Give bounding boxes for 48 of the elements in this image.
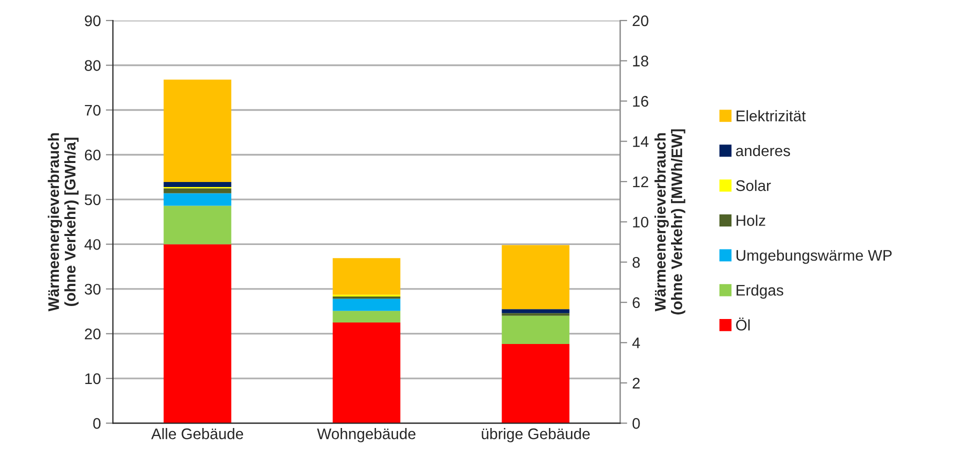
- legend-label: Elektrizität: [736, 110, 806, 122]
- bar: [164, 206, 232, 244]
- bar: [502, 316, 570, 344]
- bar: [502, 245, 570, 310]
- legend-label: Umgebungswärme WP: [736, 250, 892, 264]
- bar: [502, 313, 570, 316]
- y-axis-title: Wärmeenergieverbrauch (ohne Verkehr) [GWh/a]: [48, 133, 79, 312]
- x-tick-label: Alle Gebäude: [151, 428, 244, 440]
- bar: [502, 344, 570, 424]
- y2-tick-label: 8: [632, 256, 640, 268]
- x-tick-label: übrige Gebäude: [482, 428, 590, 442]
- legend-label: Erdgas: [736, 284, 784, 299]
- y2-tick-label: 16: [633, 96, 648, 107]
- y2-tick-label: 4: [632, 338, 640, 348]
- y-tick-label: 10: [85, 373, 101, 384]
- y2-tick-label: 10: [633, 216, 648, 228]
- legend-label: Öl: [736, 318, 750, 331]
- bar: [332, 310, 400, 323]
- x-tick-label: Wohngebäude: [317, 428, 416, 442]
- y2-tick-label: 14: [633, 136, 648, 147]
- y-tick-label: 90: [84, 15, 101, 26]
- y-tick-label: 30: [84, 284, 101, 295]
- bar: [164, 193, 232, 206]
- y-tick-label: 70: [84, 104, 101, 116]
- y2-tick-label: 0: [632, 418, 640, 429]
- y-tick-label: 40: [84, 239, 101, 250]
- bar: [164, 182, 232, 187]
- y-tick-label: 80: [84, 60, 101, 71]
- y2-tick-label: 6: [632, 297, 640, 308]
- legend-label: anderes: [736, 144, 790, 156]
- bar: [332, 298, 400, 311]
- bar: [164, 244, 232, 424]
- y-tick-label: 20: [84, 328, 101, 340]
- legend-label: Solar: [736, 180, 771, 192]
- bar: [332, 322, 400, 424]
- y-tick-label: 0: [93, 418, 101, 429]
- legend-label: Holz: [736, 214, 766, 226]
- y2-tick-label: 2: [632, 378, 640, 388]
- bar: [332, 258, 400, 295]
- bar: [164, 188, 232, 194]
- y-tick-label: 60: [84, 150, 101, 160]
- y2-tick-label: 18: [633, 56, 648, 66]
- bar: [502, 309, 570, 314]
- y2-tick-label: 20: [632, 15, 648, 26]
- y-tick-label: 50: [84, 194, 101, 206]
- y2-tick-label: 12: [633, 176, 648, 188]
- bar: [164, 80, 232, 182]
- y2-axis-title: Wärmeenergieverbrauch (ohne Verkehr) [MWh/EW]: [654, 129, 686, 314]
